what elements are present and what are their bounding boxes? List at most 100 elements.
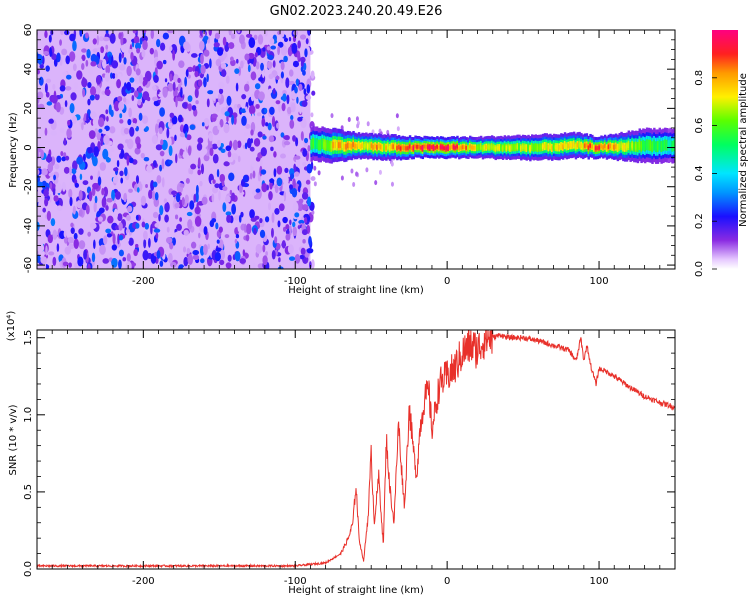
noise-blob xyxy=(54,163,60,170)
ridge-core xyxy=(321,142,324,146)
ridge-core xyxy=(335,143,339,147)
noise-blob xyxy=(113,100,120,112)
noise-blob xyxy=(165,236,173,244)
noise-blob xyxy=(301,204,309,211)
noise-blob xyxy=(65,155,70,161)
noise-blob xyxy=(311,209,315,216)
ridge-core xyxy=(330,144,333,148)
noise-blob xyxy=(71,115,78,124)
noise-blob xyxy=(294,212,300,218)
noise-blob xyxy=(203,49,210,57)
noise-blob xyxy=(134,42,142,50)
noise-blob xyxy=(53,174,56,181)
noise-blob xyxy=(98,117,105,128)
noise-blob xyxy=(165,247,169,253)
noise-blob xyxy=(175,192,181,203)
noise-blob xyxy=(241,115,247,126)
noise-blob xyxy=(49,193,52,203)
ridge-core xyxy=(554,146,558,149)
noise-blob xyxy=(274,236,278,244)
noise-blob xyxy=(189,200,195,210)
noise-blob xyxy=(396,126,400,132)
noise-blob xyxy=(169,73,173,82)
noise-blob xyxy=(223,123,230,134)
noise-blob xyxy=(44,127,48,136)
noise-blob xyxy=(298,219,305,225)
noise-blob xyxy=(117,143,124,151)
noise-blob xyxy=(109,126,116,134)
ridge-core xyxy=(425,145,428,148)
noise-blob xyxy=(201,196,208,205)
noise-blob xyxy=(154,192,159,201)
noise-blob xyxy=(235,82,239,92)
noise-blob xyxy=(243,223,247,234)
noise-blob xyxy=(240,60,244,69)
noise-blob xyxy=(155,123,159,134)
ridge-core xyxy=(459,146,463,149)
noise-blob xyxy=(214,251,221,262)
noise-blob xyxy=(77,256,84,267)
noise-blob xyxy=(106,233,112,238)
noise-blob xyxy=(179,132,186,138)
noise-blob xyxy=(281,102,286,112)
snr-panel: -200 -100 0 100 0.0 0.5 1.0 1.5 Height of strai… xyxy=(6,311,676,596)
y-tick-label: -60 xyxy=(23,257,34,273)
noise-blob xyxy=(219,249,226,260)
noise-blob xyxy=(135,214,139,221)
noise-blob xyxy=(378,169,382,175)
noise-blob xyxy=(217,93,222,99)
noise-blob xyxy=(95,75,102,85)
noise-blob xyxy=(374,180,378,186)
noise-blob xyxy=(290,102,296,113)
ridge-core xyxy=(328,144,332,148)
noise-blob xyxy=(267,54,274,60)
noise-blob xyxy=(195,191,199,203)
noise-blob xyxy=(46,101,53,106)
noise-blob xyxy=(299,254,305,260)
noise-blob xyxy=(390,161,394,167)
snr-background xyxy=(37,330,675,569)
noise-blob xyxy=(302,70,306,76)
noise-blob xyxy=(156,250,161,259)
noise-blob xyxy=(82,180,89,186)
noise-blob xyxy=(87,98,91,106)
noise-blob xyxy=(96,35,100,46)
noise-blob xyxy=(146,96,151,102)
ridge-core xyxy=(633,145,636,148)
ridge-core xyxy=(560,145,563,148)
noise-blob xyxy=(72,205,76,215)
noise-blob xyxy=(272,88,276,95)
x-tick-label: 100 xyxy=(590,576,609,587)
ridge-core xyxy=(667,144,671,148)
noise-blob xyxy=(200,163,205,175)
noise-blob xyxy=(155,144,163,151)
noise-blob xyxy=(145,184,148,189)
noise-blob xyxy=(142,230,148,240)
ridge-core xyxy=(312,141,315,145)
ridge-core xyxy=(671,144,674,148)
noise-blob xyxy=(310,112,314,118)
noise-blob xyxy=(182,266,190,269)
noise-blob xyxy=(298,83,303,92)
ridge-core xyxy=(489,146,492,149)
noise-blob xyxy=(143,238,147,249)
noise-blob xyxy=(169,242,174,250)
noise-blob xyxy=(199,180,203,187)
noise-blob xyxy=(180,87,183,98)
y-tick-label: 20 xyxy=(23,102,34,115)
y-tick-label: 1.0 xyxy=(23,407,34,423)
noise-blob xyxy=(126,214,131,222)
noise-blob xyxy=(365,167,369,173)
noise-blob xyxy=(81,48,87,53)
noise-blob xyxy=(69,33,76,42)
noise-blob xyxy=(177,77,181,84)
noise-blob xyxy=(78,240,86,250)
noise-blob xyxy=(308,236,312,246)
noise-blob xyxy=(72,63,77,71)
noise-blob xyxy=(288,225,292,236)
noise-blob xyxy=(55,182,63,194)
noise-blob xyxy=(292,201,299,213)
noise-blob xyxy=(83,249,87,260)
noise-blob xyxy=(92,48,99,53)
